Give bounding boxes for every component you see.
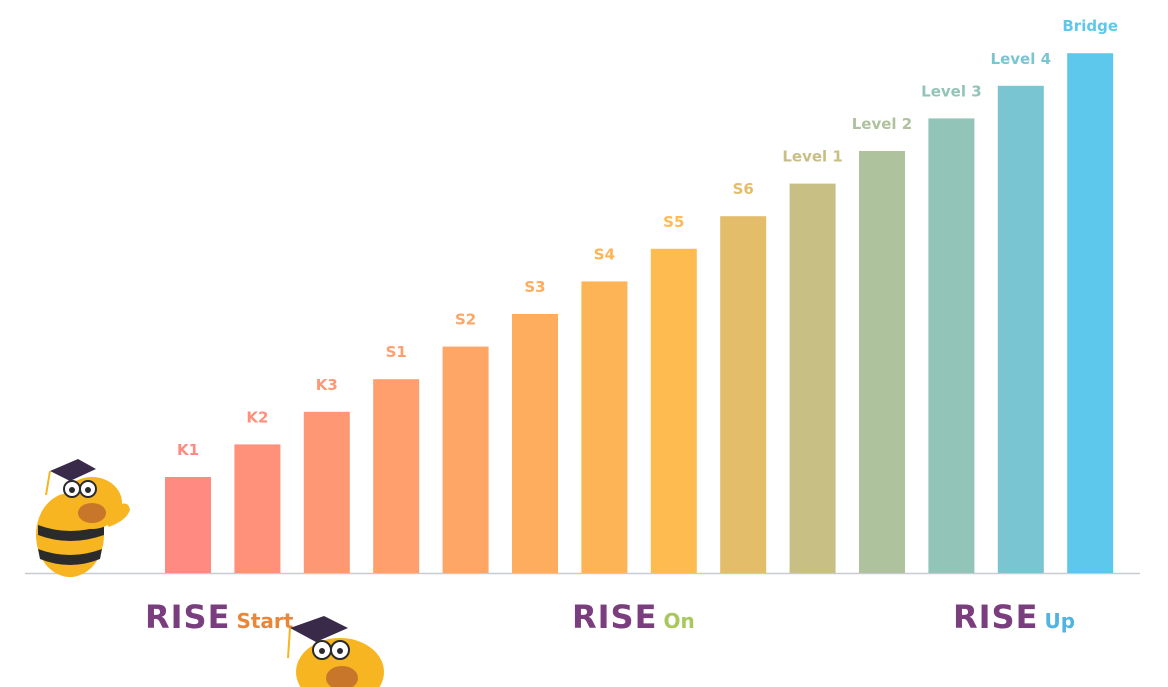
level-label: K3 (316, 376, 338, 394)
level-label: K1 (177, 441, 199, 459)
level-bar (442, 346, 489, 573)
suffix: Start (236, 609, 293, 633)
mascot (36, 459, 130, 577)
suffix: Up (1044, 609, 1075, 633)
program-logo: RISE On (572, 598, 695, 636)
brand: RISE (953, 598, 1038, 636)
level-bar (650, 248, 697, 574)
mascot (287, 616, 384, 687)
suffix: On (663, 609, 694, 633)
brand: RISE (572, 598, 657, 636)
level-bar (928, 118, 975, 574)
level-bar (165, 477, 211, 573)
level-label: Bridge (1062, 17, 1118, 35)
level-label: S4 (594, 245, 615, 263)
level-label: Level 3 (921, 82, 981, 100)
program-logos: RISE Start RISE On RISE Up (145, 598, 1075, 636)
program-logo: RISE Up (953, 598, 1075, 636)
level-bar (373, 379, 420, 573)
level-label: Level 1 (782, 148, 842, 166)
level-bar (1067, 53, 1114, 573)
level-bar (720, 216, 767, 573)
brand: RISE (145, 598, 230, 636)
level-label: S3 (524, 278, 545, 296)
level-bar (859, 151, 905, 573)
level-label: S6 (733, 180, 754, 198)
level-bar (581, 281, 628, 573)
level-label: S5 (663, 213, 684, 231)
level-bar (234, 444, 281, 573)
level-bar (512, 314, 558, 573)
level-label: Level 2 (852, 115, 912, 133)
level-label: S1 (386, 343, 407, 361)
level-bars: K1 K2 K3 S1 S2 S3 S4 S5 S6 Level 1 Level 2 Level 3 L… (165, 17, 1118, 574)
level-bar (789, 183, 836, 573)
level-label: K2 (246, 408, 268, 426)
program-logo: RISE Start (145, 598, 294, 636)
level-bar (997, 85, 1044, 574)
level-label: Level 4 (991, 50, 1051, 68)
level-label: S2 (455, 311, 476, 329)
level-bar (303, 411, 350, 573)
